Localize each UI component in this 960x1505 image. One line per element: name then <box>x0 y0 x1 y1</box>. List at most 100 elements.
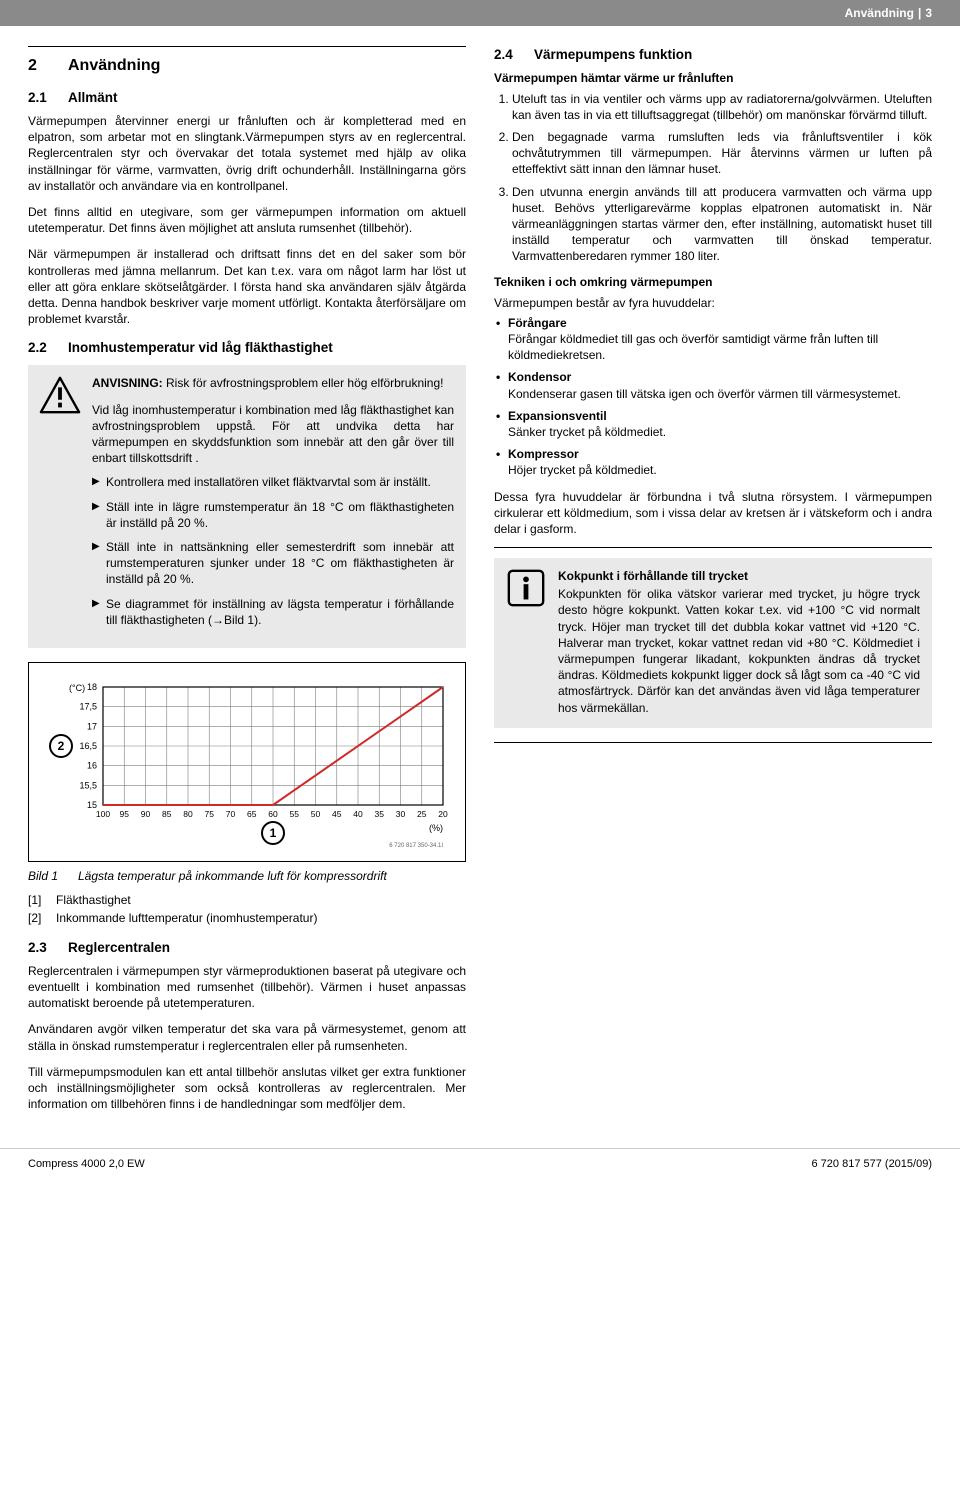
legend-1: [1]Fläkthastighet <box>28 892 466 908</box>
def: Kondenserar gasen till vätska igen och ö… <box>508 387 901 401</box>
svg-text:90: 90 <box>141 809 151 819</box>
svg-text:35: 35 <box>375 809 385 819</box>
info-body: Kokpunkt i förhållande till trycket Kokp… <box>558 568 920 716</box>
definition-list: FörångareFörångar köldmediet till gas oc… <box>494 315 932 479</box>
para: Värmepumpen består av fyra huvuddelar: <box>494 295 932 311</box>
warning-body: ANVISNING: Risk för avfrostningsproblem … <box>92 375 454 635</box>
figure-caption: Bild 1Lägsta temperatur på inkommande lu… <box>28 868 466 884</box>
def: Sänker trycket på köldmediet. <box>508 425 666 439</box>
svg-text:60: 60 <box>268 809 278 819</box>
svg-text:40: 40 <box>353 809 363 819</box>
para: Till värmepumpsmodulen kan ett antal til… <box>28 1064 466 1113</box>
svg-text:(%): (%) <box>429 823 443 833</box>
svg-text:17,5: 17,5 <box>79 702 97 712</box>
header-section: Användning <box>845 6 914 20</box>
svg-text:16: 16 <box>87 761 97 771</box>
term: Förångare <box>508 315 932 331</box>
svg-text:(°C): (°C) <box>69 683 85 693</box>
list-item: ExpansionsventilSänker trycket på köldme… <box>494 408 932 440</box>
svg-text:30: 30 <box>396 809 406 819</box>
para: Dessa fyra huvuddelar är förbundna i två… <box>494 489 932 538</box>
svg-text:70: 70 <box>226 809 236 819</box>
right-column: 2.4Värmepumpens funktion Värmepumpen häm… <box>494 46 932 1122</box>
info-title: Kokpunkt i förhållande till trycket <box>558 568 920 584</box>
svg-text:45: 45 <box>332 809 342 819</box>
list-item: Den begagnade varma rumsluften leds via … <box>512 129 932 178</box>
para: Användaren avgör vilken temperatur det s… <box>28 1021 466 1053</box>
para: Värmepumpen återvinner energi ur frånluf… <box>28 113 466 194</box>
bold-heading: Värmepumpen hämtar värme ur frånluften <box>494 70 932 86</box>
legend-bracket: [1] <box>28 892 56 908</box>
temperature-chart: 1817,51716,51615,51510095908580757065605… <box>43 679 451 853</box>
rule <box>494 547 932 548</box>
svg-text:80: 80 <box>183 809 193 819</box>
svg-text:17: 17 <box>87 721 97 731</box>
svg-text:100: 100 <box>96 809 110 819</box>
sub-num: 2.1 <box>28 89 68 107</box>
term: Kompressor <box>508 446 932 462</box>
sub-num: 2.4 <box>494 46 534 64</box>
svg-text:55: 55 <box>290 809 300 819</box>
svg-text:65: 65 <box>247 809 257 819</box>
chart-svg: 1817,51716,51615,51510095908580757065605… <box>43 679 453 849</box>
list-item: Se diagrammet för inställning av lägsta … <box>92 596 454 628</box>
section-2-1-heading: 2.1Allmänt <box>28 89 466 107</box>
list-item: Ställ inte in nattsänkning eller semeste… <box>92 539 454 588</box>
legend-text: Inkommande lufttemperatur (inomhustemper… <box>56 911 317 925</box>
term: Kondensor <box>508 369 932 385</box>
list-item: Uteluft tas in via ventiler och värms up… <box>512 91 932 123</box>
svg-text:95: 95 <box>120 809 130 819</box>
section-num: 2 <box>28 55 68 77</box>
svg-text:20: 20 <box>438 809 448 819</box>
svg-text:6 720 817 350-34.1I: 6 720 817 350-34.1I <box>389 843 443 849</box>
page-header: Användning | 3 <box>0 0 960 26</box>
section-title: Användning <box>68 57 160 74</box>
warning-icon <box>38 375 82 415</box>
rule <box>28 46 466 47</box>
sub-title: Inomhustemperatur vid låg fläkthastighet <box>68 340 333 355</box>
info-icon <box>504 568 548 608</box>
warning-text: Vid låg inomhustemperatur i kombination … <box>92 402 454 467</box>
svg-text:16,5: 16,5 <box>79 741 97 751</box>
page-footer: Compress 4000 2,0 EW 6 720 817 577 (2015… <box>0 1148 960 1188</box>
list-item: Den utvunna energin används till att pro… <box>512 184 932 265</box>
left-column: 2Användning 2.1Allmänt Värmepumpen återv… <box>28 46 466 1122</box>
sub-title: Reglercentralen <box>68 940 170 955</box>
list-item: Ställ inte in lägre rumstemperatur än 18… <box>92 499 454 531</box>
caption-text: Lägsta temperatur på inkommande luft för… <box>78 869 387 883</box>
warning-box: ANVISNING: Risk för avfrostningsproblem … <box>28 365 466 647</box>
para: Det finns alltid en utegivare, som ger v… <box>28 204 466 236</box>
section-2-4-heading: 2.4Värmepumpens funktion <box>494 46 932 64</box>
svg-text:85: 85 <box>162 809 172 819</box>
sub-title: Värmepumpens funktion <box>534 47 692 62</box>
warning-list: Kontrollera med installatören vilket flä… <box>92 474 454 628</box>
sub-title: Allmänt <box>68 90 118 105</box>
svg-text:50: 50 <box>311 809 321 819</box>
header-sep: | <box>918 6 921 20</box>
chart-container: 1817,51716,51615,51510095908580757065605… <box>28 662 466 862</box>
legend-text: Fläkthastighet <box>56 893 131 907</box>
para: Reglercentralen i värmepumpen styr värme… <box>28 963 466 1012</box>
svg-text:25: 25 <box>417 809 427 819</box>
footer-left: Compress 4000 2,0 EW <box>28 1157 145 1172</box>
svg-text:2: 2 <box>58 739 65 753</box>
warning-lead: ANVISNING: Risk för avfrostningsproblem … <box>92 375 454 391</box>
svg-text:1: 1 <box>270 826 277 840</box>
section-2-heading: 2Användning <box>28 55 466 77</box>
footer-right: 6 720 817 577 (2015/09) <box>812 1157 933 1172</box>
list-item: FörångareFörångar köldmediet till gas oc… <box>494 315 932 364</box>
term: Expansionsventil <box>508 408 932 424</box>
legend-2: [2]Inkommande lufttemperatur (inomhustem… <box>28 910 466 926</box>
list-item: Kondensor Kondenserar gasen till vätska i… <box>494 369 932 401</box>
info-text: Kokpunkten för olika vätskor varierar me… <box>558 586 920 716</box>
warn-label: ANVISNING: <box>92 376 163 390</box>
header-page: 3 <box>925 6 932 20</box>
numbered-list: Uteluft tas in via ventiler och värms up… <box>494 91 932 265</box>
bold-heading: Tekniken i och omkring värmepumpen <box>494 274 932 290</box>
legend-bracket: [2] <box>28 910 56 926</box>
list-item: Kontrollera med installatören vilket flä… <box>92 474 454 490</box>
section-2-3-heading: 2.3Reglercentralen <box>28 939 466 957</box>
def: Höjer trycket på köldmediet. <box>508 463 657 477</box>
svg-text:15,5: 15,5 <box>79 780 97 790</box>
caption-label: Bild 1 <box>28 868 78 884</box>
